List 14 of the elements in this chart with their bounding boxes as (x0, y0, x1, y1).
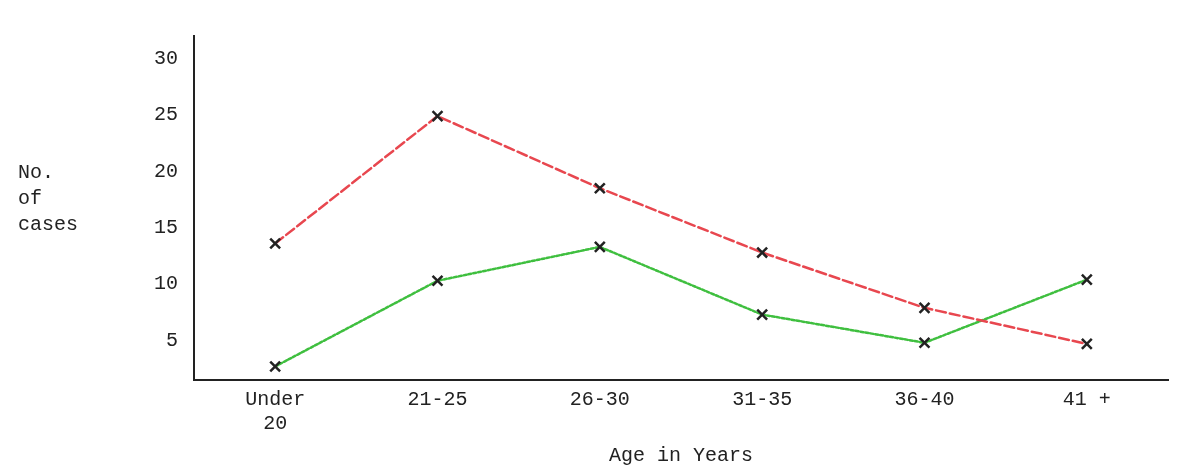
y-tick-label: 25 (153, 103, 178, 127)
x-tick-label: 26-30 (569, 388, 630, 412)
y-tick-label: 20 (153, 159, 178, 183)
x-tick-label: Under 20 (245, 388, 306, 436)
y-tick-label: 30 (153, 46, 178, 70)
x-axis-title: Age in Years (608, 444, 754, 468)
x-tick-label: 36-40 (894, 388, 955, 412)
x-tick-label: 21-25 (407, 388, 468, 412)
y-axis-title: No. of cases (18, 161, 79, 237)
x-tick-label: 31-35 (732, 388, 793, 412)
y-tick-label: 10 (153, 272, 178, 296)
x-tick-label: 41 + (1062, 388, 1111, 412)
y-tick-label: 15 (153, 216, 178, 240)
y-tick-label: 5 (165, 328, 178, 352)
